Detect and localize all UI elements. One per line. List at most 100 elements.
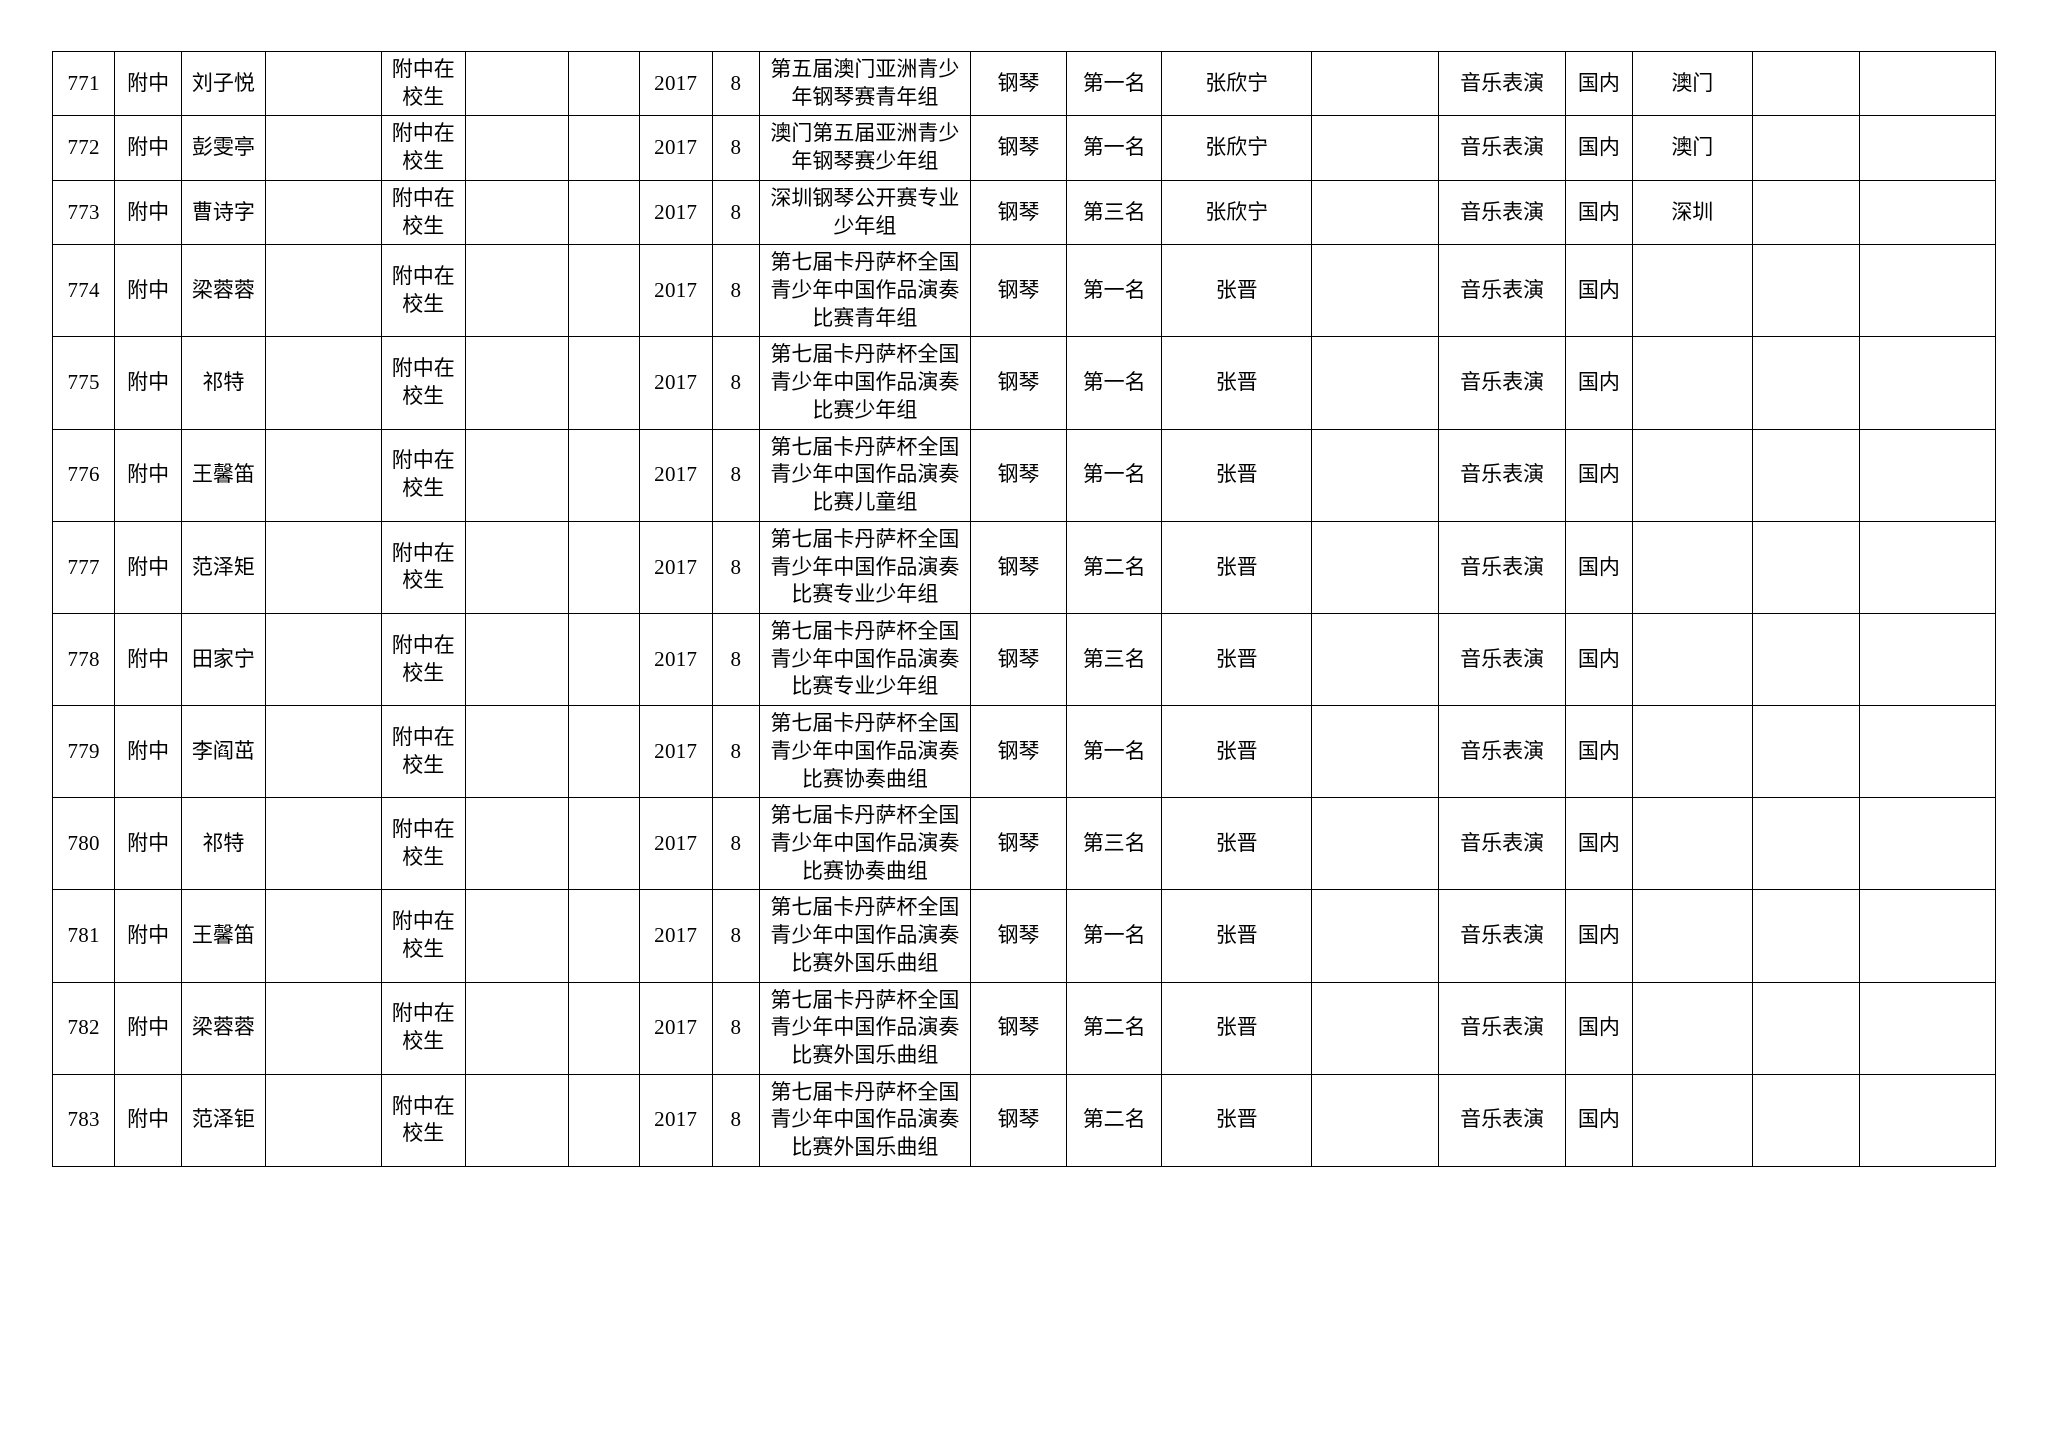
cell-instrument: 钢琴 [969,520,1068,614]
cell-student-status: 附中在校生 [380,889,466,983]
table-row: 775 附中 祁特 附中在校生 2017 8 第七届卡丹萨杯全国青少年中国作品演奏比赛少年组… [51,336,1996,430]
cell-blank-6 [1859,115,1996,181]
cell-blank-3 [567,1073,640,1167]
cell-teacher-name: 张欣宁 [1160,179,1313,246]
cell-blank-4 [1311,244,1440,338]
cell-competition-name: 第五届澳门亚洲青少年钢琴赛青年组 [759,50,971,117]
cell-blank-6 [1859,520,1996,614]
cell-school: 附中 [114,889,182,983]
cell-student-name: 李阎茁 [180,705,266,799]
cell-year: 2017 [638,50,713,117]
cell-student-status: 附中在校生 [380,244,466,338]
cell-student-status: 附中在校生 [380,115,466,181]
cell-competition-name: 第七届卡丹萨杯全国青少年中国作品演奏比赛外国乐曲组 [759,981,971,1075]
cell-blank-3 [567,612,640,707]
cell-instrument: 钢琴 [969,115,1068,181]
cell-blank-2 [464,520,569,614]
cell-year: 2017 [638,336,713,430]
cell-blank-1 [264,244,382,338]
cell-instrument: 钢琴 [969,336,1068,430]
cell-teacher-name: 张晋 [1160,797,1313,891]
cell-blank-4 [1311,889,1440,983]
cell-place [1631,981,1754,1075]
cell-blank-2 [464,889,569,983]
cell-teacher-name: 张晋 [1160,520,1313,614]
cell-serial-number: 782 [51,981,116,1075]
cell-month: 8 [711,50,761,117]
cell-competition-name: 第七届卡丹萨杯全国青少年中国作品演奏比赛少年组 [759,336,971,430]
cell-instrument: 钢琴 [969,705,1068,799]
cell-scope: 国内 [1565,889,1633,983]
cell-blank-2 [464,244,569,338]
cell-blank-3 [567,179,640,246]
cell-blank-1 [264,612,382,707]
cell-month: 8 [711,115,761,181]
cell-student-status: 附中在校生 [380,428,466,522]
table-row: 772 附中 彭雯亭 附中在校生 2017 8 澳门第五届亚洲青少年钢琴赛少年组 钢琴 第一名张… [51,115,1996,181]
cell-month: 8 [711,428,761,522]
cell-blank-4 [1311,179,1440,246]
cell-blank-1 [264,705,382,799]
cell-competition-name: 澳门第五届亚洲青少年钢琴赛少年组 [759,115,971,181]
cell-place: 澳门 [1631,115,1754,181]
cell-student-name: 范泽钜 [180,1073,266,1167]
cell-blank-1 [264,179,382,246]
cell-year: 2017 [638,981,713,1075]
table-row: 776 附中 王馨笛 附中在校生 2017 8 第七届卡丹萨杯全国青少年中国作品演奏比赛儿童… [51,428,1996,522]
cell-blank-3 [567,889,640,983]
cell-student-name: 范泽矩 [180,520,266,614]
table-row: 777 附中 范泽矩 附中在校生 2017 8 第七届卡丹萨杯全国青少年中国作品演奏比赛专业… [51,520,1996,614]
cell-instrument: 钢琴 [969,797,1068,891]
cell-blank-1 [264,50,382,117]
cell-award-rank: 第二名 [1066,1073,1162,1167]
cell-student-status: 附中在校生 [380,612,466,707]
cell-instrument: 钢琴 [969,179,1068,246]
cell-award-rank: 第一名 [1066,428,1162,522]
cell-blank-1 [264,520,382,614]
cell-place [1631,336,1754,430]
cell-major: 音乐表演 [1438,889,1567,983]
cell-blank-2 [464,797,569,891]
cell-serial-number: 771 [51,50,116,117]
cell-blank-4 [1311,612,1440,707]
cell-student-name: 刘子悦 [180,50,266,117]
cell-scope: 国内 [1565,612,1633,707]
cell-school: 附中 [114,520,182,614]
cell-scope: 国内 [1565,1073,1633,1167]
cell-major: 音乐表演 [1438,1073,1567,1167]
cell-instrument: 钢琴 [969,889,1068,983]
cell-year: 2017 [638,705,713,799]
cell-serial-number: 772 [51,115,116,181]
cell-school: 附中 [114,115,182,181]
cell-award-rank: 第三名 [1066,797,1162,891]
table-row: 774 附中 梁蓉蓉 附中在校生 2017 8 第七届卡丹萨杯全国青少年中国作品演奏比赛青年… [51,244,1996,338]
cell-competition-name: 第七届卡丹萨杯全国青少年中国作品演奏比赛专业少年组 [759,612,971,707]
cell-school: 附中 [114,179,182,246]
cell-serial-number: 781 [51,889,116,983]
cell-award-rank: 第一名 [1066,244,1162,338]
cell-student-name: 王馨笛 [180,428,266,522]
cell-blank-2 [464,115,569,181]
cell-blank-4 [1311,797,1440,891]
cell-teacher-name: 张晋 [1160,612,1313,707]
cell-blank-2 [464,612,569,707]
cell-scope: 国内 [1565,336,1633,430]
cell-year: 2017 [638,179,713,246]
cell-student-status: 附中在校生 [380,336,466,430]
cell-serial-number: 775 [51,336,116,430]
cell-blank-5 [1751,981,1861,1075]
cell-instrument: 钢琴 [969,1073,1068,1167]
cell-student-name: 彭雯亭 [180,115,266,181]
cell-school: 附中 [114,244,182,338]
cell-teacher-name: 张晋 [1160,1073,1313,1167]
cell-student-status: 附中在校生 [380,179,466,246]
cell-year: 2017 [638,612,713,707]
cell-teacher-name: 张晋 [1160,244,1313,338]
cell-blank-5 [1751,889,1861,983]
cell-teacher-name: 张欣宁 [1160,115,1313,181]
cell-blank-3 [567,336,640,430]
cell-instrument: 钢琴 [969,612,1068,707]
cell-blank-2 [464,428,569,522]
cell-place [1631,1073,1754,1167]
